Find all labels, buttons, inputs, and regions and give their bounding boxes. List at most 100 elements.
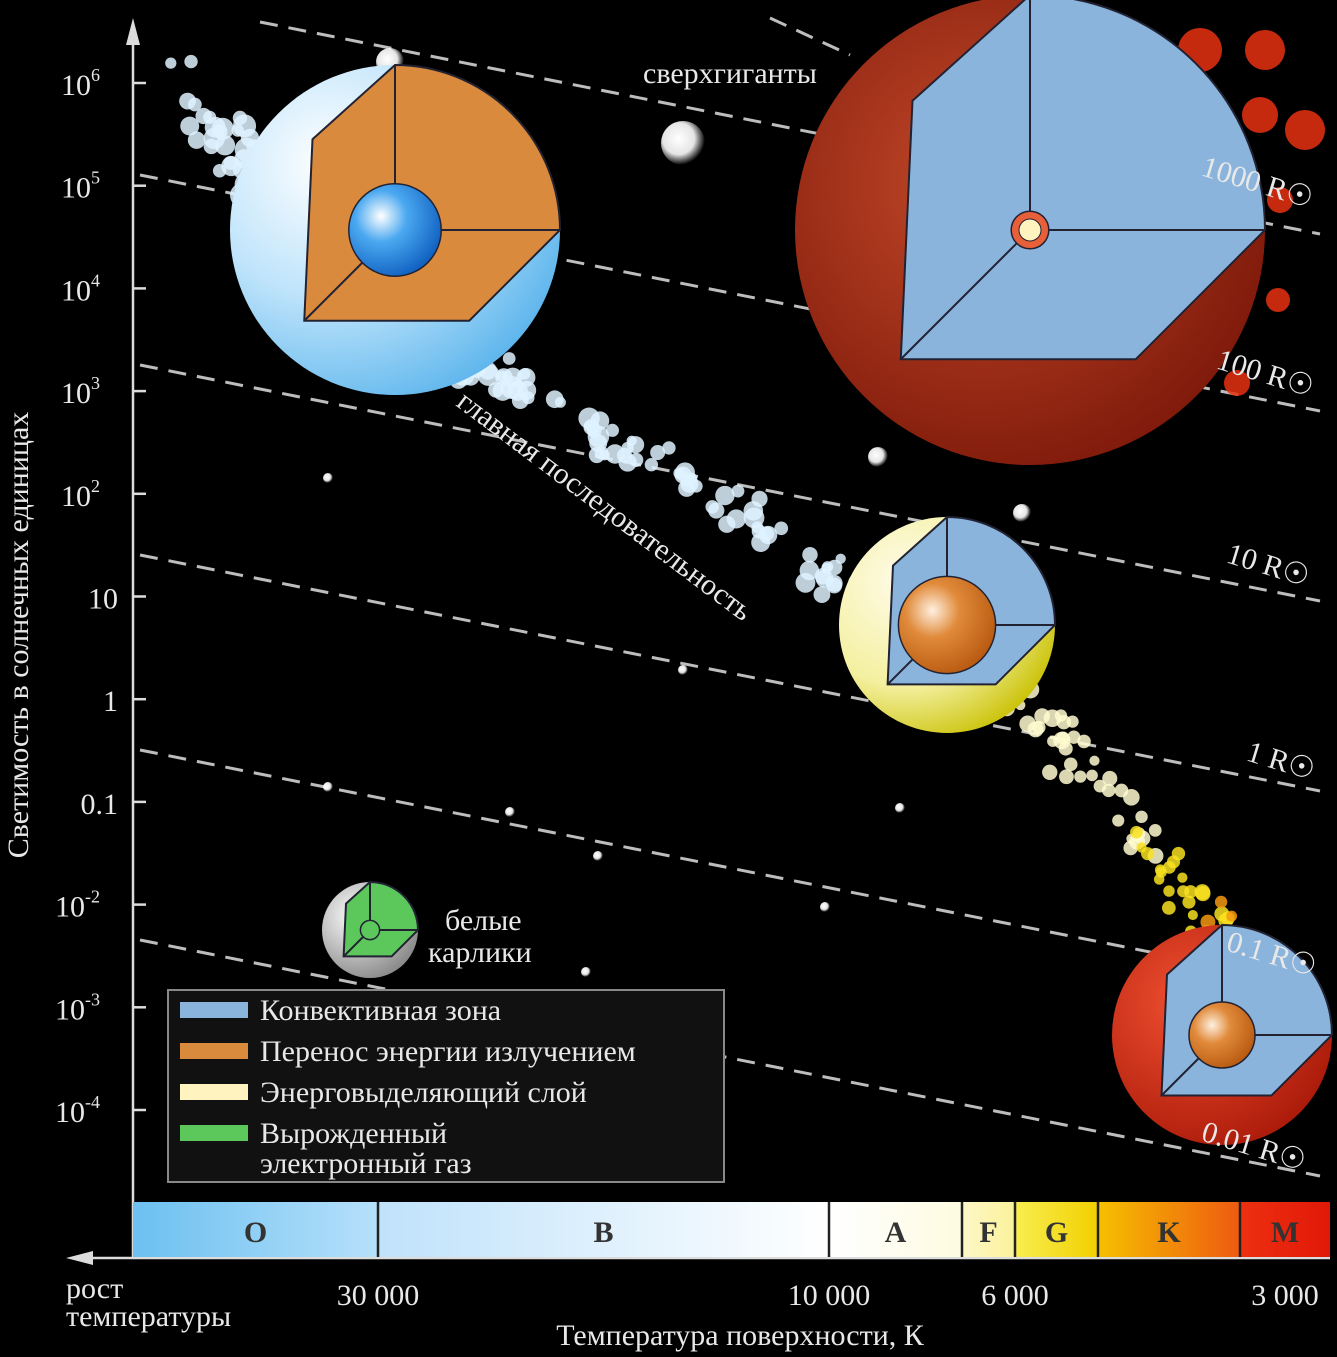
star	[212, 164, 227, 178]
star	[799, 560, 820, 581]
supergiants-label: сверхгиганты	[643, 57, 817, 90]
y-tick-exp: -3	[85, 989, 100, 1009]
star-models	[230, 0, 1334, 1145]
star	[827, 559, 843, 576]
y-tick-exp: 5	[91, 168, 100, 188]
star-core	[1188, 1001, 1256, 1069]
legend-label: Вырожденный	[260, 1117, 447, 1150]
y-tick-base: 10	[55, 993, 85, 1026]
star	[644, 458, 659, 472]
star	[814, 567, 832, 585]
star	[1112, 814, 1125, 827]
star	[1034, 708, 1050, 724]
spectral-band	[378, 1202, 829, 1257]
star-core	[359, 919, 381, 941]
x-tick-label: 3 000	[1251, 1279, 1319, 1312]
star	[813, 586, 831, 604]
radius-line	[139, 363, 1321, 603]
legend-label: Энерговыделяющий слой	[260, 1076, 587, 1109]
star	[180, 116, 200, 136]
star	[1089, 755, 1100, 766]
star	[1166, 855, 1181, 869]
star	[751, 524, 766, 539]
spectral-band	[133, 1202, 378, 1257]
star	[650, 445, 666, 461]
spectral-class: G	[1045, 1216, 1068, 1249]
star-core	[897, 575, 997, 675]
star	[184, 54, 198, 69]
star	[232, 114, 257, 138]
star	[605, 423, 619, 437]
star	[1187, 910, 1198, 921]
energy-layer	[1018, 218, 1042, 242]
y-tick-label: 10-4	[55, 1092, 100, 1129]
y-tick-base: 10	[61, 377, 91, 410]
white-dwarfs-label: карлики	[428, 936, 532, 969]
star	[545, 390, 564, 409]
star	[708, 502, 725, 519]
y-tick-exp: 3	[91, 373, 100, 393]
x-tick-label: 6 000	[981, 1279, 1049, 1312]
star	[1161, 901, 1176, 915]
star	[1101, 783, 1116, 798]
spectral-class: B	[593, 1216, 613, 1249]
radius-line	[139, 748, 1321, 988]
star	[488, 382, 504, 398]
y-tick-exp: 4	[91, 270, 100, 290]
y-tick-base: 10	[61, 274, 91, 307]
y-tick-exp: -4	[85, 1092, 100, 1112]
spectral-band	[1098, 1202, 1240, 1257]
star	[1102, 770, 1118, 786]
supergiant-star	[1245, 30, 1285, 70]
giant-star	[868, 447, 888, 467]
x-tick-label: 30 000	[337, 1279, 420, 1312]
y-tick-label: 10	[88, 583, 118, 616]
y-tick-exp: -2	[85, 887, 100, 907]
star	[1148, 823, 1162, 837]
star	[1074, 770, 1087, 783]
star	[678, 479, 696, 497]
y-tick-exp: 2	[91, 476, 100, 496]
dwarf-star	[678, 665, 688, 675]
star	[774, 521, 789, 536]
star	[1177, 872, 1188, 883]
star	[521, 391, 535, 405]
y-tick-label: 102	[61, 476, 100, 513]
y-tick-exp: 6	[91, 65, 100, 85]
dwarf-star	[593, 851, 603, 861]
dwarf-star	[323, 473, 333, 483]
spectral-band	[1015, 1202, 1098, 1257]
y-tick-label: 1	[103, 685, 118, 718]
y-tick-base: 10	[88, 583, 118, 616]
giant-star	[661, 121, 705, 165]
spectral-class: K	[1157, 1216, 1181, 1249]
star	[715, 485, 735, 506]
star	[662, 441, 676, 455]
y-tick-label: 104	[61, 270, 100, 307]
star-core	[348, 183, 442, 277]
spectral-band	[962, 1202, 1015, 1257]
star	[1214, 895, 1228, 909]
spectral-band	[1240, 1202, 1330, 1257]
legend-swatch	[180, 1125, 248, 1141]
direction-label: рост	[66, 1272, 123, 1305]
y-axis-title: Светимость в солнечных единицах	[2, 412, 35, 859]
dwarf-star	[895, 803, 905, 813]
y-tick-base: 10	[55, 1096, 85, 1129]
y-tick-base: 10	[61, 69, 91, 102]
star	[1154, 864, 1166, 876]
supergiant-star	[1242, 97, 1278, 133]
y-tick-base: 1	[103, 685, 118, 718]
radius-line	[769, 16, 851, 57]
y-tick-base: 10	[61, 172, 91, 205]
star	[1063, 757, 1078, 772]
star	[1153, 874, 1165, 885]
y-tick-base: 10	[61, 480, 91, 513]
y-tick-label: 10-3	[55, 989, 100, 1026]
y-tick-label: 105	[61, 168, 100, 205]
star	[1226, 910, 1238, 922]
star	[1182, 895, 1196, 909]
star	[594, 445, 609, 460]
star	[1058, 741, 1073, 756]
giant-star	[1013, 504, 1031, 522]
